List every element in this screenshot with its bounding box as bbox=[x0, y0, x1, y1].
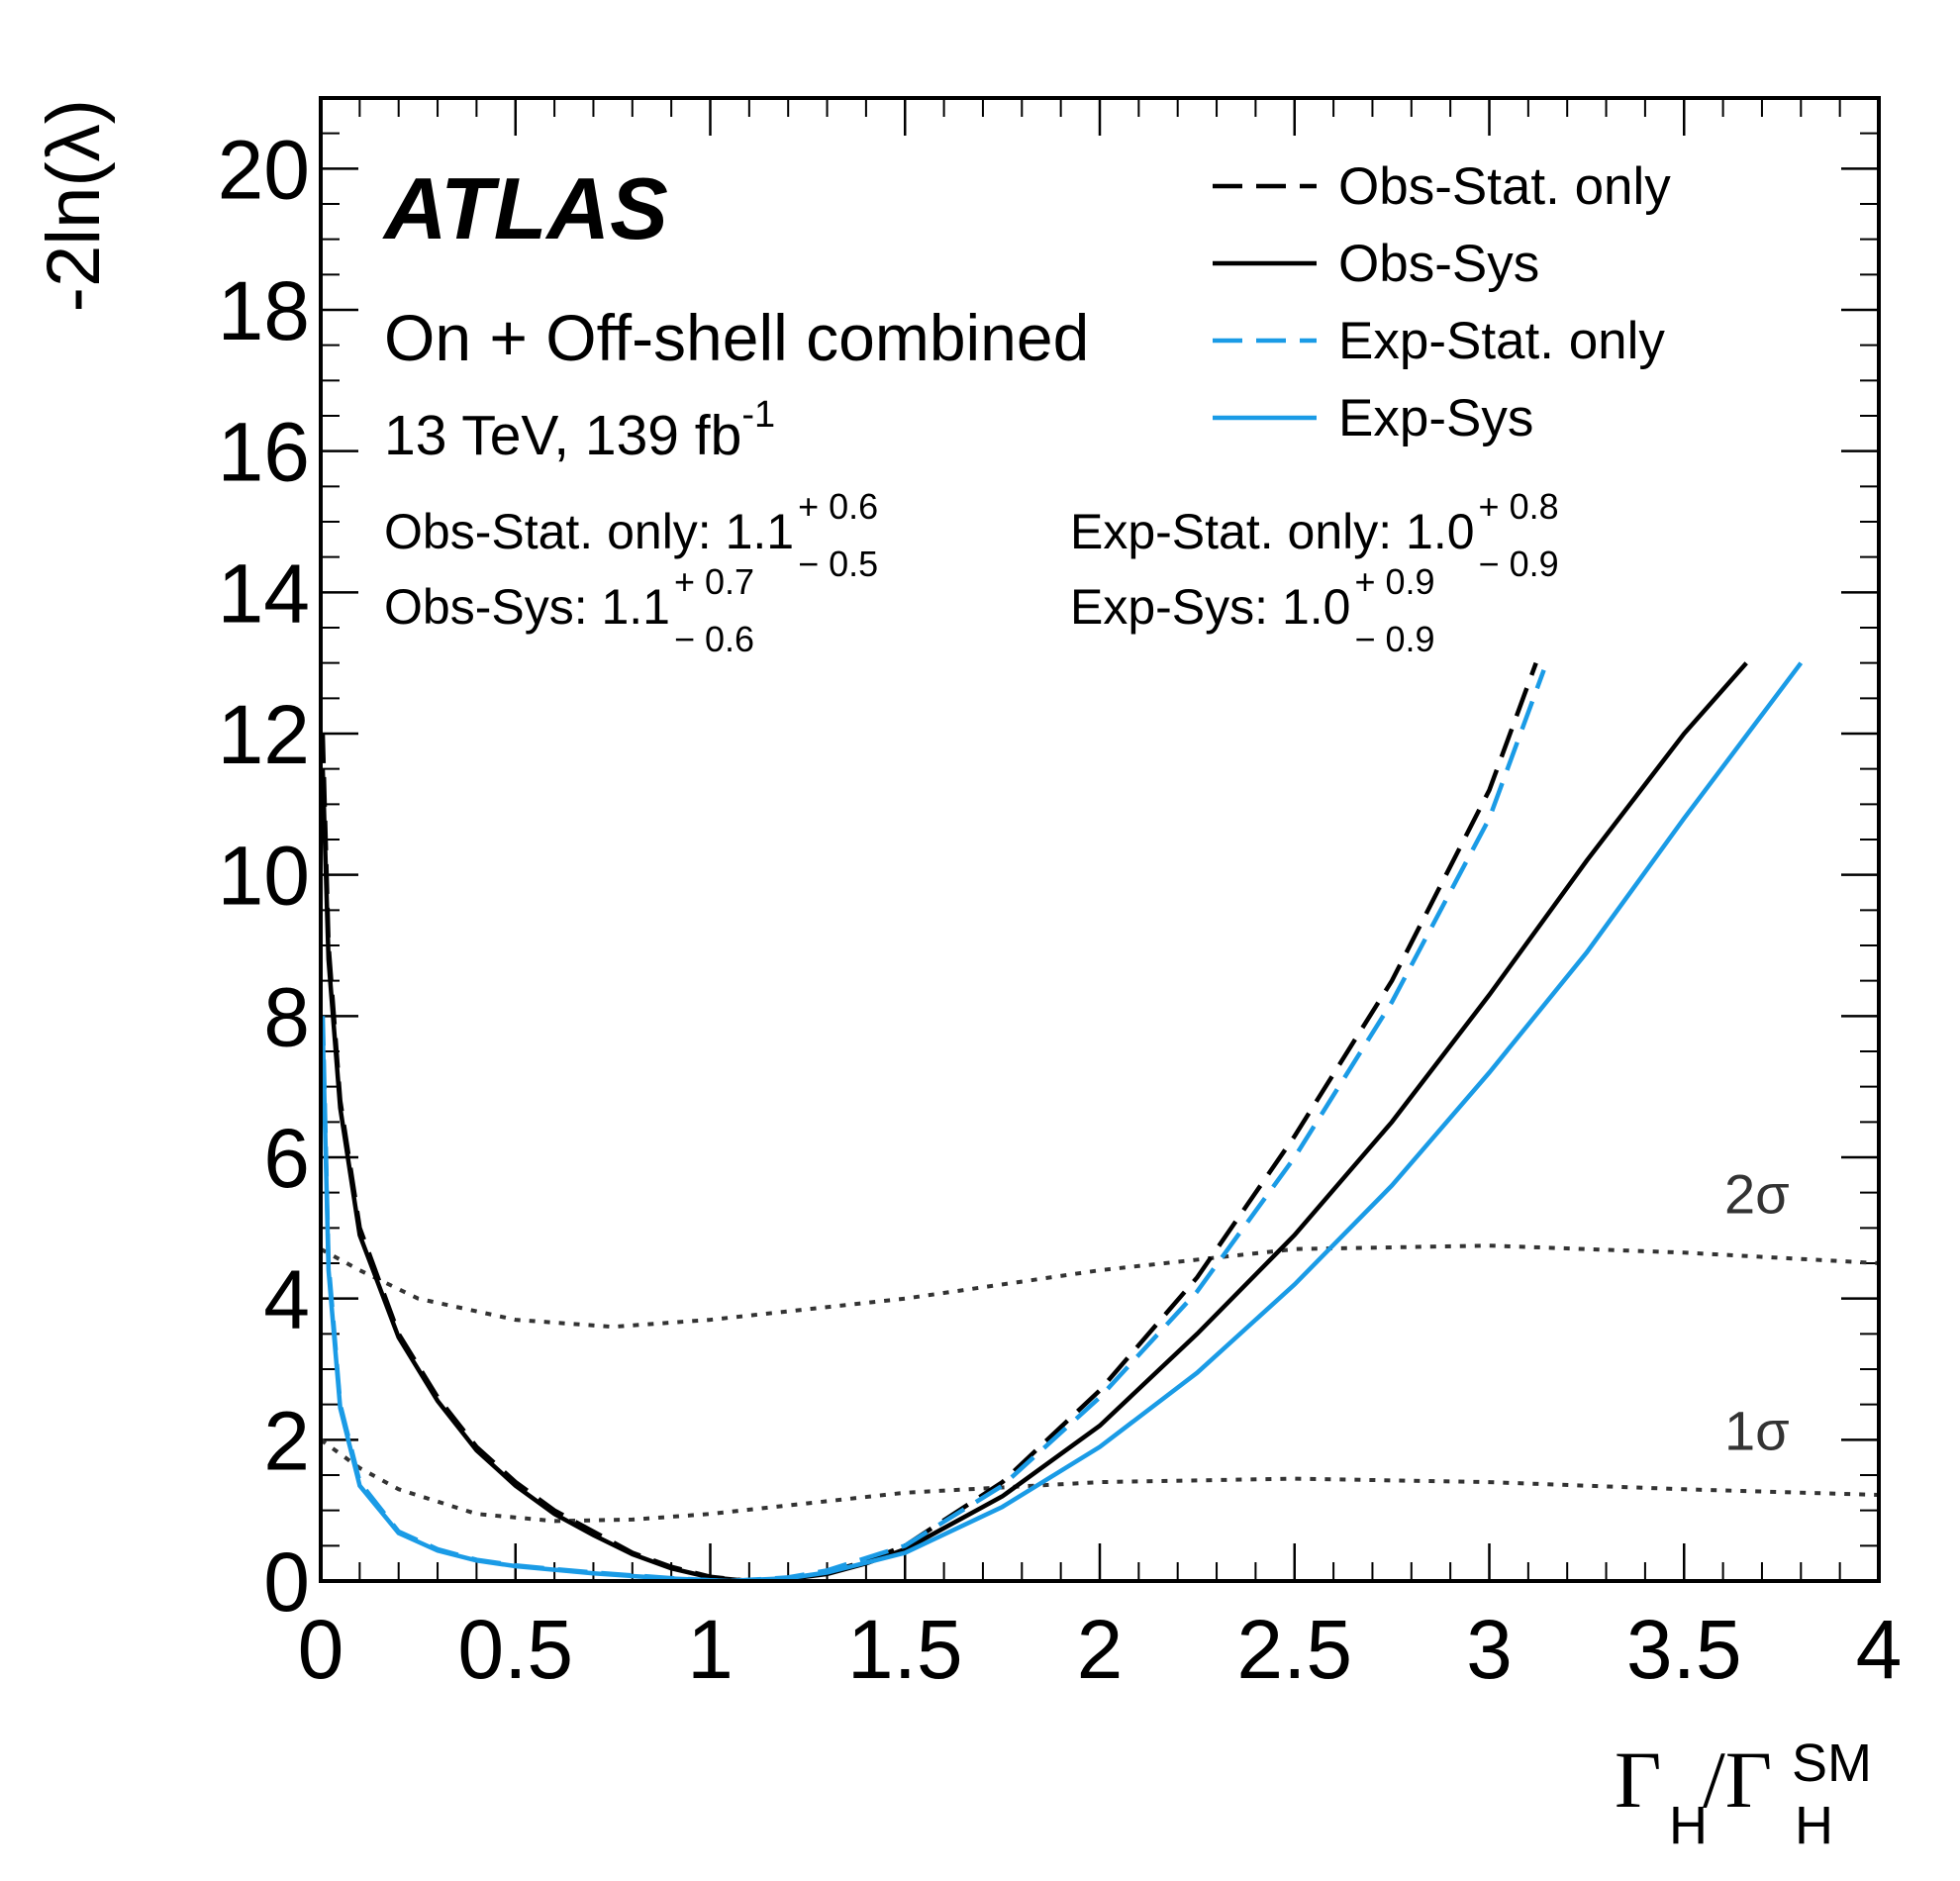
sigma-line bbox=[321, 1243, 1879, 1330]
result-text: Exp-Sys: 1.0 bbox=[1070, 579, 1350, 635]
y-tick-label: 6 bbox=[263, 1112, 310, 1205]
legend-label: Exp-Stat. only bbox=[1338, 312, 1665, 370]
y-tick-label: 8 bbox=[263, 970, 310, 1063]
y-tick-label: 18 bbox=[218, 264, 310, 357]
series-line bbox=[321, 661, 1748, 1581]
result-plus: + 0.8 bbox=[1479, 486, 1559, 527]
sigma-line bbox=[321, 1437, 1879, 1524]
y-tick-label: 4 bbox=[263, 1253, 310, 1346]
y-tick-label: 2 bbox=[263, 1394, 310, 1487]
chart-title: ATLAS bbox=[382, 159, 668, 257]
x-label-part: H bbox=[1669, 1796, 1708, 1855]
y-axis-label: -2ln(λ) bbox=[32, 99, 116, 312]
y-tick-label: 14 bbox=[218, 546, 310, 640]
y-tick-label: 10 bbox=[218, 830, 310, 923]
x-axis-label: Γ H /Γ H SM bbox=[1615, 1733, 1872, 1855]
y-tick-label: 20 bbox=[218, 123, 310, 216]
energy-text: 13 TeV, 139 fb bbox=[384, 404, 741, 467]
y-tick-label: 16 bbox=[218, 406, 310, 499]
y-tick-label: 12 bbox=[218, 688, 310, 781]
x-label-part: Γ bbox=[1615, 1734, 1661, 1825]
result-text: Obs-Sys: 1.1 bbox=[384, 579, 670, 635]
result-plus: + 0.6 bbox=[798, 486, 878, 527]
legend-label: Obs-Stat. only bbox=[1338, 157, 1671, 216]
x-tick-label: 3.5 bbox=[1626, 1603, 1742, 1696]
result-text: Exp-Stat. only: 1.0 bbox=[1070, 504, 1475, 559]
sigma-label: 2σ bbox=[1724, 1162, 1790, 1225]
legend-label: Obs-Sys bbox=[1338, 235, 1539, 293]
series-line bbox=[321, 661, 1804, 1581]
x-label-part: SM bbox=[1792, 1733, 1872, 1793]
result-minus: − 0.9 bbox=[1354, 619, 1434, 659]
x-tick-label: 0 bbox=[298, 1603, 344, 1696]
chart-subtitle: On + Off-shell combined bbox=[384, 301, 1089, 374]
legend-label: Exp-Sys bbox=[1338, 389, 1533, 447]
x-label-part: H bbox=[1795, 1796, 1833, 1855]
x-tick-label: 3 bbox=[1466, 1603, 1513, 1696]
y-tick-label: 0 bbox=[263, 1535, 310, 1629]
result-minus: − 0.6 bbox=[674, 619, 754, 659]
x-tick-label: 4 bbox=[1856, 1603, 1903, 1696]
x-tick-label: 1 bbox=[687, 1603, 734, 1696]
result-plus: + 0.9 bbox=[1354, 561, 1434, 602]
sigma-label: 1σ bbox=[1724, 1399, 1790, 1461]
energy-sup: -1 bbox=[741, 394, 775, 436]
x-tick-label: 2 bbox=[1077, 1603, 1124, 1696]
result-minus: − 0.5 bbox=[798, 544, 878, 584]
x-tick-label: 2.5 bbox=[1236, 1603, 1352, 1696]
energy-label: 13 TeV, 139 fb-1 bbox=[384, 394, 775, 467]
x-tick-label: 0.5 bbox=[457, 1603, 573, 1696]
result-text: Obs-Stat. only: 1.1 bbox=[384, 504, 794, 559]
series-line bbox=[321, 661, 1538, 1581]
x-label-part: /Γ bbox=[1703, 1734, 1772, 1825]
result-plus: + 0.7 bbox=[674, 561, 754, 602]
x-tick-label: 1.5 bbox=[847, 1603, 963, 1696]
result-minus: − 0.9 bbox=[1479, 544, 1559, 584]
series-line bbox=[321, 669, 1546, 1581]
plot-frame bbox=[319, 96, 1881, 1583]
